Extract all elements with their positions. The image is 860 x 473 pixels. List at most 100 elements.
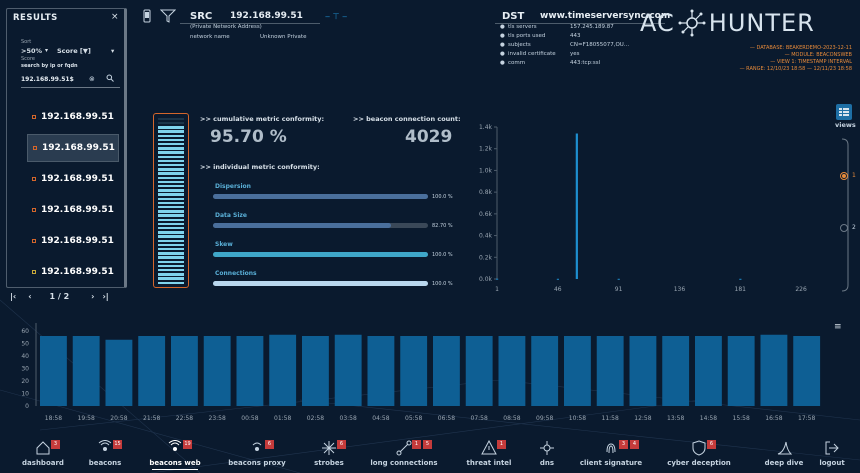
timeline-bar[interactable] <box>400 336 428 406</box>
last-page-icon[interactable]: ›| <box>102 292 109 301</box>
timeline-bar[interactable] <box>433 336 460 406</box>
timeline-bar[interactable] <box>203 336 231 406</box>
histogram-bar[interactable] <box>556 278 560 280</box>
result-item[interactable]: 192.168.99.51 <box>27 258 119 286</box>
histogram-x-tick-label: 46 <box>554 286 562 293</box>
search-icon[interactable] <box>106 74 114 82</box>
gauge-segment <box>158 189 184 192</box>
timeline-y-tick-label: 30 <box>21 366 29 373</box>
nav-badge: 3 <box>51 440 60 449</box>
timeline-bar[interactable] <box>465 336 493 406</box>
nav-long-connections[interactable]: 1 5 long connections <box>365 438 443 470</box>
logo-text-right: HUNTER <box>708 9 815 37</box>
histogram-bar[interactable] <box>739 278 742 280</box>
metric-name: Connections <box>215 270 257 277</box>
gauge-segment <box>158 155 184 158</box>
timeline-bar[interactable] <box>629 336 657 406</box>
nav-beacons-web[interactable]: 19 beacons web <box>136 438 214 470</box>
nav-badge: 3 <box>619 440 628 449</box>
src-network-key: network name <box>190 34 230 40</box>
timeline-bar[interactable] <box>662 336 690 406</box>
dst-key: invalid certificate <box>508 51 556 57</box>
views-grid-icon[interactable] <box>836 104 852 120</box>
nav-badge: 6 <box>265 440 274 449</box>
chevron-down-icon[interactable]: ▾ <box>45 47 49 54</box>
timeline-bar[interactable] <box>531 336 559 406</box>
histogram-y-tick-label: 1.2k <box>479 146 493 153</box>
timeline-bar[interactable] <box>334 334 362 406</box>
timeline-bar[interactable] <box>236 336 264 406</box>
timeline-bar[interactable] <box>596 336 624 406</box>
result-ip: 192.168.99.51 <box>41 205 114 215</box>
gauge-segment <box>158 201 184 205</box>
timeline-bar[interactable] <box>498 336 526 406</box>
nav-strobes[interactable]: 6 strobes <box>290 438 368 470</box>
timeline-x-tick-label: 14:58 <box>700 415 717 422</box>
result-item[interactable]: 192.168.99.51 <box>27 103 119 131</box>
histogram-bar[interactable] <box>617 278 620 280</box>
sort-select[interactable]: Score [▼] <box>57 47 91 55</box>
proxy-icon <box>252 442 262 451</box>
shield-icon <box>692 440 706 456</box>
timeline-bar[interactable] <box>302 336 329 406</box>
chevron-down-icon[interactable]: ▾ <box>111 47 115 55</box>
timeline-bar[interactable] <box>727 336 755 406</box>
view-1-radio[interactable] <box>840 172 848 180</box>
logout-icon <box>825 441 839 455</box>
menu-icon[interactable]: ≡ <box>834 322 842 332</box>
histogram-bar[interactable] <box>496 278 499 280</box>
nav-label: deep dive <box>764 459 804 467</box>
gauge-segment <box>158 239 184 242</box>
nav-deep-dive[interactable]: deep dive <box>745 438 823 470</box>
gauge-segment <box>158 222 184 226</box>
clear-icon[interactable]: ⊗ <box>89 75 95 83</box>
nav-dashboard[interactable]: 3 dashboard <box>4 438 82 470</box>
metric-name: Skew <box>215 241 233 248</box>
timeline-bar[interactable] <box>171 336 198 406</box>
nav-client-signature[interactable]: 3 4 client signature <box>572 438 650 470</box>
next-page-icon[interactable]: › <box>91 292 95 301</box>
nav-dns[interactable]: dns <box>508 438 586 470</box>
timeline-bar[interactable] <box>760 334 788 406</box>
view-2-radio[interactable] <box>840 224 848 232</box>
timeline-x-tick-label: 08:58 <box>503 415 520 422</box>
metric-percent: 100.0 % <box>432 194 453 200</box>
filter-icon[interactable] <box>159 9 177 23</box>
strobe-icon <box>322 441 336 455</box>
gauge-segment <box>158 143 184 146</box>
close-icon[interactable]: × <box>111 12 119 22</box>
timeline-x-tick-label: 16:58 <box>765 415 782 422</box>
timeline-bar[interactable] <box>695 336 722 406</box>
bullet-icon: ● <box>500 24 505 30</box>
timeline-bar[interactable] <box>367 336 395 406</box>
nav-cyber-deception[interactable]: 6 cyber deception <box>660 438 738 470</box>
dst-host[interactable]: www.timeserversync.com <box>540 11 671 21</box>
nav-beacons[interactable]: 15 beacons <box>66 438 144 470</box>
nav-threat-intel[interactable]: 1 threat intel <box>450 438 528 470</box>
result-ip: 192.168.99.51 <box>42 143 115 153</box>
timeline-bar[interactable] <box>564 336 591 406</box>
timeline-bar[interactable] <box>72 336 100 406</box>
gauge-segment <box>158 281 184 284</box>
result-item[interactable]: 192.168.99.51 <box>27 134 119 162</box>
timeline-bar[interactable] <box>105 339 133 406</box>
nav-logout[interactable]: logout <box>808 438 856 470</box>
result-item[interactable]: 192.168.99.51 <box>27 196 119 224</box>
score-filter-select[interactable]: >50% <box>21 47 43 55</box>
gauge-segment <box>158 138 184 142</box>
phone-icon[interactable] <box>140 9 154 23</box>
result-item[interactable]: 192.168.99.51 <box>27 227 119 255</box>
nav-label: beacons proxy <box>228 459 286 467</box>
search-input[interactable]: 192.168.99.51$ <box>21 76 120 88</box>
result-item[interactable]: 192.168.99.51 <box>27 165 119 193</box>
histogram-bar[interactable] <box>575 133 578 279</box>
timeline-bar[interactable] <box>269 334 297 406</box>
prev-page-icon[interactable]: ‹ <box>28 292 32 301</box>
timeline-bar[interactable] <box>793 336 821 406</box>
nav-beacons-proxy[interactable]: 6 beacons proxy <box>218 438 296 470</box>
first-page-icon[interactable]: |‹ <box>10 292 17 301</box>
src-ip[interactable]: 192.168.99.51 <box>230 11 303 21</box>
gauge-segment <box>158 126 184 129</box>
timeline-bar[interactable] <box>40 336 67 406</box>
timeline-bar[interactable] <box>138 336 166 406</box>
